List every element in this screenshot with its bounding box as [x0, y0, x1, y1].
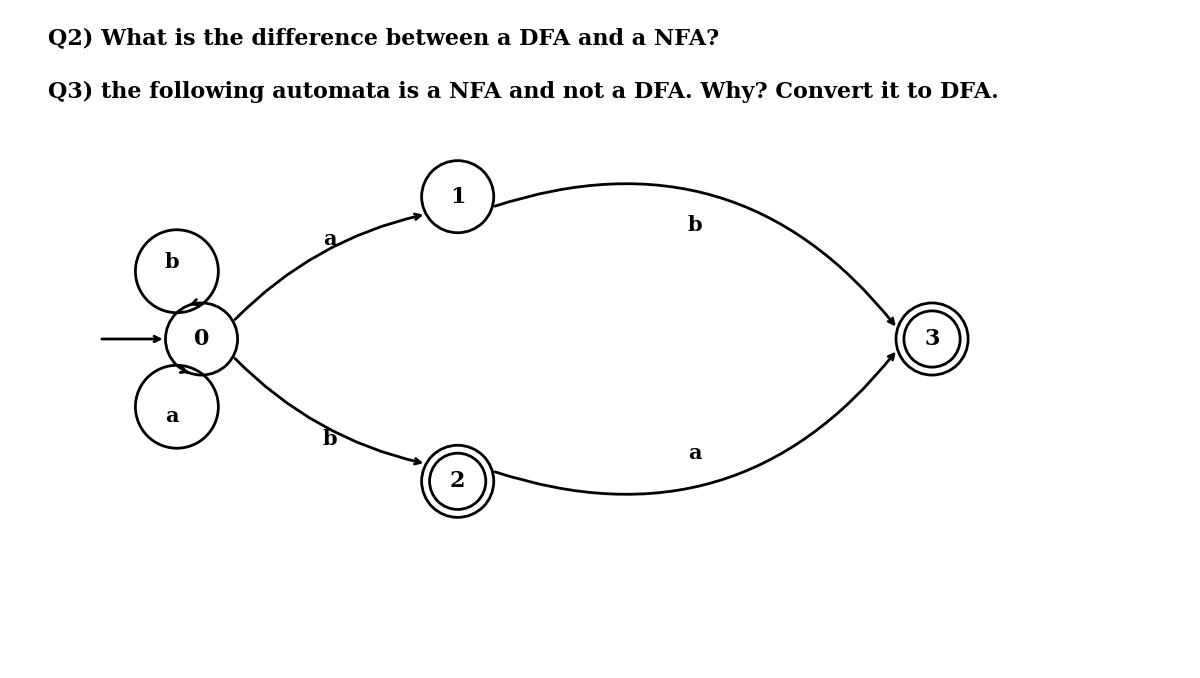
Text: b: b [323, 428, 337, 449]
Text: Q3) the following automata is a NFA and not a DFA. Why? Convert it to DFA.: Q3) the following automata is a NFA and … [48, 81, 998, 104]
Text: 1: 1 [450, 186, 466, 207]
Text: 3: 3 [924, 328, 940, 350]
Text: a: a [323, 229, 336, 250]
Text: 0: 0 [194, 328, 209, 350]
Text: a: a [166, 406, 179, 426]
Text: a: a [688, 443, 702, 463]
Text: b: b [688, 215, 702, 235]
Text: b: b [164, 252, 180, 272]
Text: 2: 2 [450, 471, 466, 492]
Text: Q2) What is the difference between a DFA and a NFA?: Q2) What is the difference between a DFA… [48, 27, 719, 49]
